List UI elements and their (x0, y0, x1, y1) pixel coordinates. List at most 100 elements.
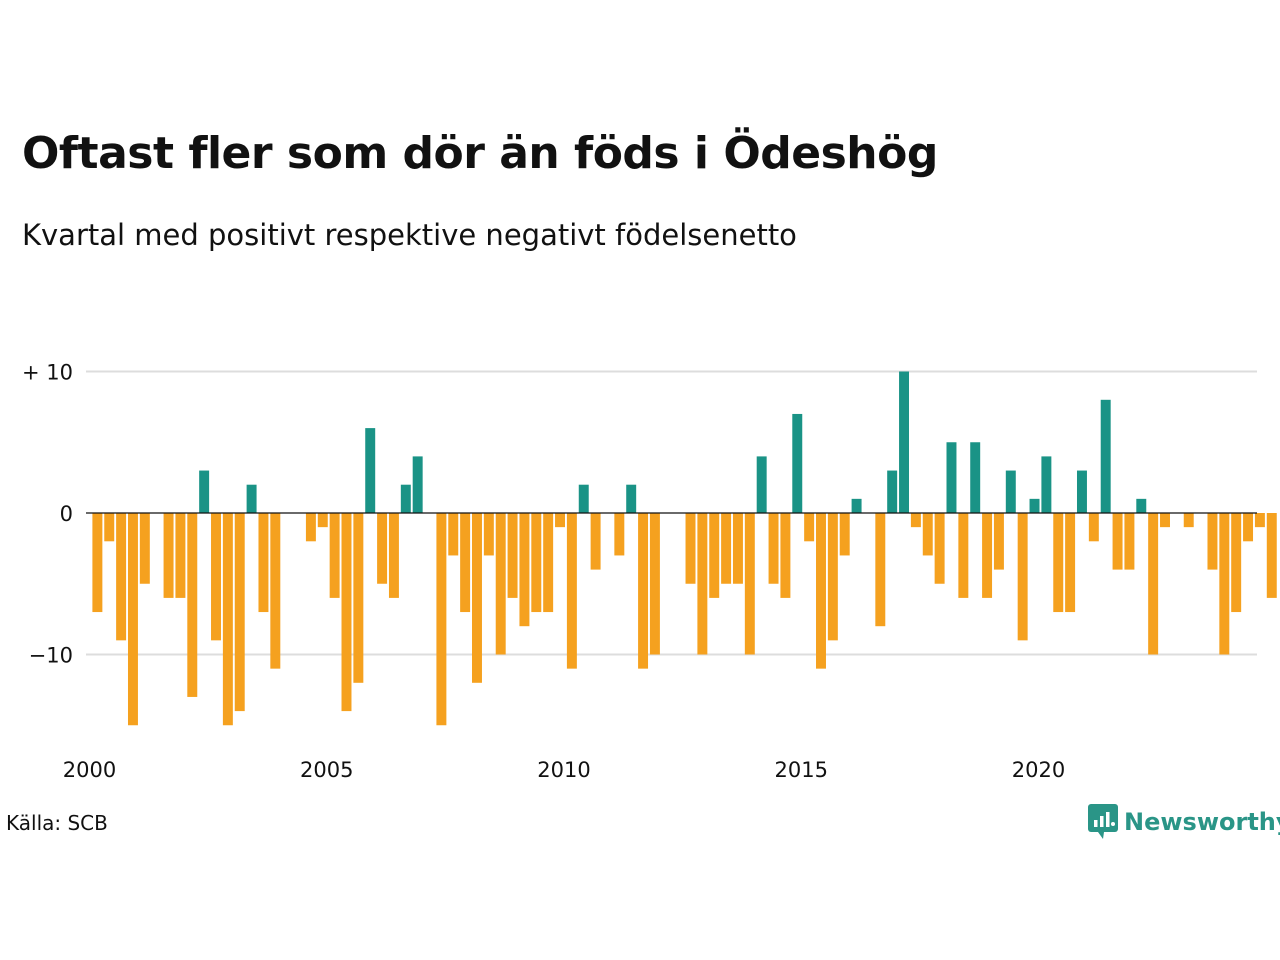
bar-chart: + 10 0 −10 2000 2005 2010 2015 2020 (22, 361, 1277, 782)
bar-positive (851, 498, 862, 513)
bar-positive (756, 456, 767, 513)
bar-negative (1148, 513, 1159, 655)
y-tick-label: + 10 (22, 361, 73, 385)
bar-negative (780, 513, 791, 598)
bar-negative (234, 513, 245, 712)
source-note: Källa: SCB (6, 811, 108, 835)
bar-negative (222, 513, 233, 726)
bar-negative (211, 513, 221, 641)
bar-negative (1088, 513, 1099, 542)
bar-negative (649, 513, 660, 655)
bar-negative (721, 513, 732, 584)
bar-negative (816, 513, 826, 669)
bar-negative (377, 513, 388, 584)
bar-negative (590, 513, 601, 570)
bar-negative (982, 513, 993, 598)
bar-negative (448, 513, 459, 556)
newsworthy-logo-icon (1088, 804, 1118, 839)
bar-positive (899, 371, 910, 513)
x-tick-label: 2015 (775, 758, 828, 782)
bar-negative (1219, 513, 1230, 655)
bar-positive (1076, 470, 1087, 513)
bar-negative (305, 513, 316, 542)
bar-negative (1017, 513, 1028, 641)
bar-negative (1183, 513, 1194, 528)
bar-positive (246, 484, 257, 513)
bar-negative (1065, 513, 1076, 613)
bar-positive (946, 442, 957, 513)
bar-negative (839, 513, 850, 556)
bar-negative (555, 513, 565, 528)
bar-negative (732, 513, 743, 584)
bars (92, 371, 1277, 726)
bar-negative (127, 513, 138, 726)
bar-negative (934, 513, 945, 584)
bar-negative (910, 513, 921, 528)
bar-negative (744, 513, 755, 655)
bar-positive (792, 413, 803, 513)
chart-subtitle: Kvartal med positivt respektive negativt… (22, 218, 797, 252)
bar-negative (483, 513, 494, 556)
grid-lines (86, 370, 1257, 656)
x-axis-labels: 2000 2005 2010 2015 2020 (63, 758, 1065, 782)
bar-negative (993, 513, 1004, 570)
bar-negative (163, 513, 174, 598)
bar-positive (1005, 470, 1016, 513)
bar-negative (388, 513, 399, 598)
bar-negative (1231, 513, 1242, 613)
bar-negative (92, 513, 103, 613)
bar-negative (1124, 513, 1135, 570)
bar-negative (1112, 513, 1123, 570)
bar-positive (1100, 399, 1111, 513)
chart-title: Oftast fler som dör än föds i Ödeshög (22, 128, 938, 179)
bar-negative (1243, 513, 1254, 542)
bar-negative (1254, 513, 1265, 528)
bar-negative (531, 513, 542, 613)
bar-positive (400, 484, 411, 513)
bar-negative (460, 513, 471, 613)
bar-negative (1053, 513, 1064, 613)
bar-negative (827, 513, 838, 641)
bar-negative (519, 513, 530, 627)
bar-negative (507, 513, 518, 598)
bar-negative (804, 513, 815, 542)
bar-negative (614, 513, 625, 556)
x-tick-label: 2010 (537, 758, 590, 782)
bar-negative (472, 513, 482, 683)
y-tick-label: −10 (29, 644, 73, 668)
bar-negative (116, 513, 127, 641)
bar-negative (875, 513, 886, 627)
bar-negative (104, 513, 115, 542)
bar-positive (412, 456, 423, 513)
y-axis-labels: + 10 0 −10 (22, 361, 73, 668)
bar-positive (365, 428, 376, 513)
bar-negative (495, 513, 506, 655)
bar-positive (970, 442, 981, 513)
bar-positive (1029, 498, 1040, 513)
bar-positive (626, 484, 637, 513)
y-tick-label: 0 (60, 502, 73, 526)
bar-negative (566, 513, 577, 669)
bar-negative (353, 513, 364, 683)
x-tick-label: 2020 (1012, 758, 1065, 782)
bar-negative (187, 513, 198, 697)
bar-negative (1266, 513, 1277, 598)
bar-negative (543, 513, 554, 613)
bar-negative (1207, 513, 1218, 570)
bar-negative (436, 513, 447, 726)
bar-negative (341, 513, 352, 712)
brand-logo[interactable]: Newsworthy (1088, 804, 1280, 840)
bar-negative (270, 513, 281, 669)
bar-negative (638, 513, 649, 669)
bar-negative (175, 513, 186, 598)
bar-positive (1136, 498, 1147, 513)
bar-negative (709, 513, 720, 598)
bar-positive (887, 470, 898, 513)
bar-negative (922, 513, 933, 556)
bar-negative (685, 513, 696, 584)
bar-negative (958, 513, 969, 598)
bar-negative (697, 513, 708, 655)
bar-positive (1041, 456, 1052, 513)
bar-negative (329, 513, 340, 598)
brand-name: Newsworthy (1124, 808, 1280, 836)
